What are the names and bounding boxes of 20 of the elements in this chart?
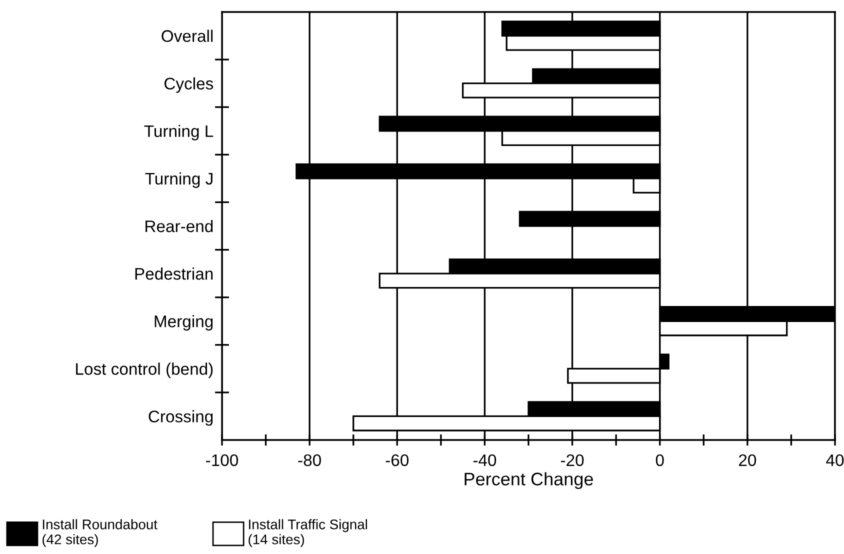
y-tick-label: Crossing — [148, 410, 213, 426]
y-tick-label: Turning L — [144, 124, 214, 140]
x-tick-label: 20 — [739, 454, 756, 466]
x-tick-label: -60 — [386, 454, 409, 466]
x-tick-label: -40 — [473, 454, 496, 466]
y-tick-label: Turning J — [145, 172, 212, 188]
y-tick-label: Overall — [162, 30, 213, 42]
x-tick-label: -100 — [206, 454, 238, 466]
x-tick-label: -20 — [560, 454, 584, 466]
x-tick-label: -80 — [298, 454, 321, 466]
y-tick-label: Rear-end — [146, 220, 213, 232]
y-tick-label: Pedestrian — [135, 268, 213, 280]
x-axis-title: Percent Change — [464, 472, 593, 490]
y-tick-label: Merging — [154, 315, 213, 331]
legend-label: Install Roundabout (42 sites) — [42, 519, 158, 548]
x-tick-label: 40 — [826, 454, 844, 466]
y-tick-label: Cycles — [164, 77, 214, 93]
y-tick-label: Lost control (bend) — [76, 362, 213, 378]
legend-label: Install Traffic Signal (14 sites) — [248, 519, 368, 548]
x-tick-label: 0 — [656, 454, 664, 466]
